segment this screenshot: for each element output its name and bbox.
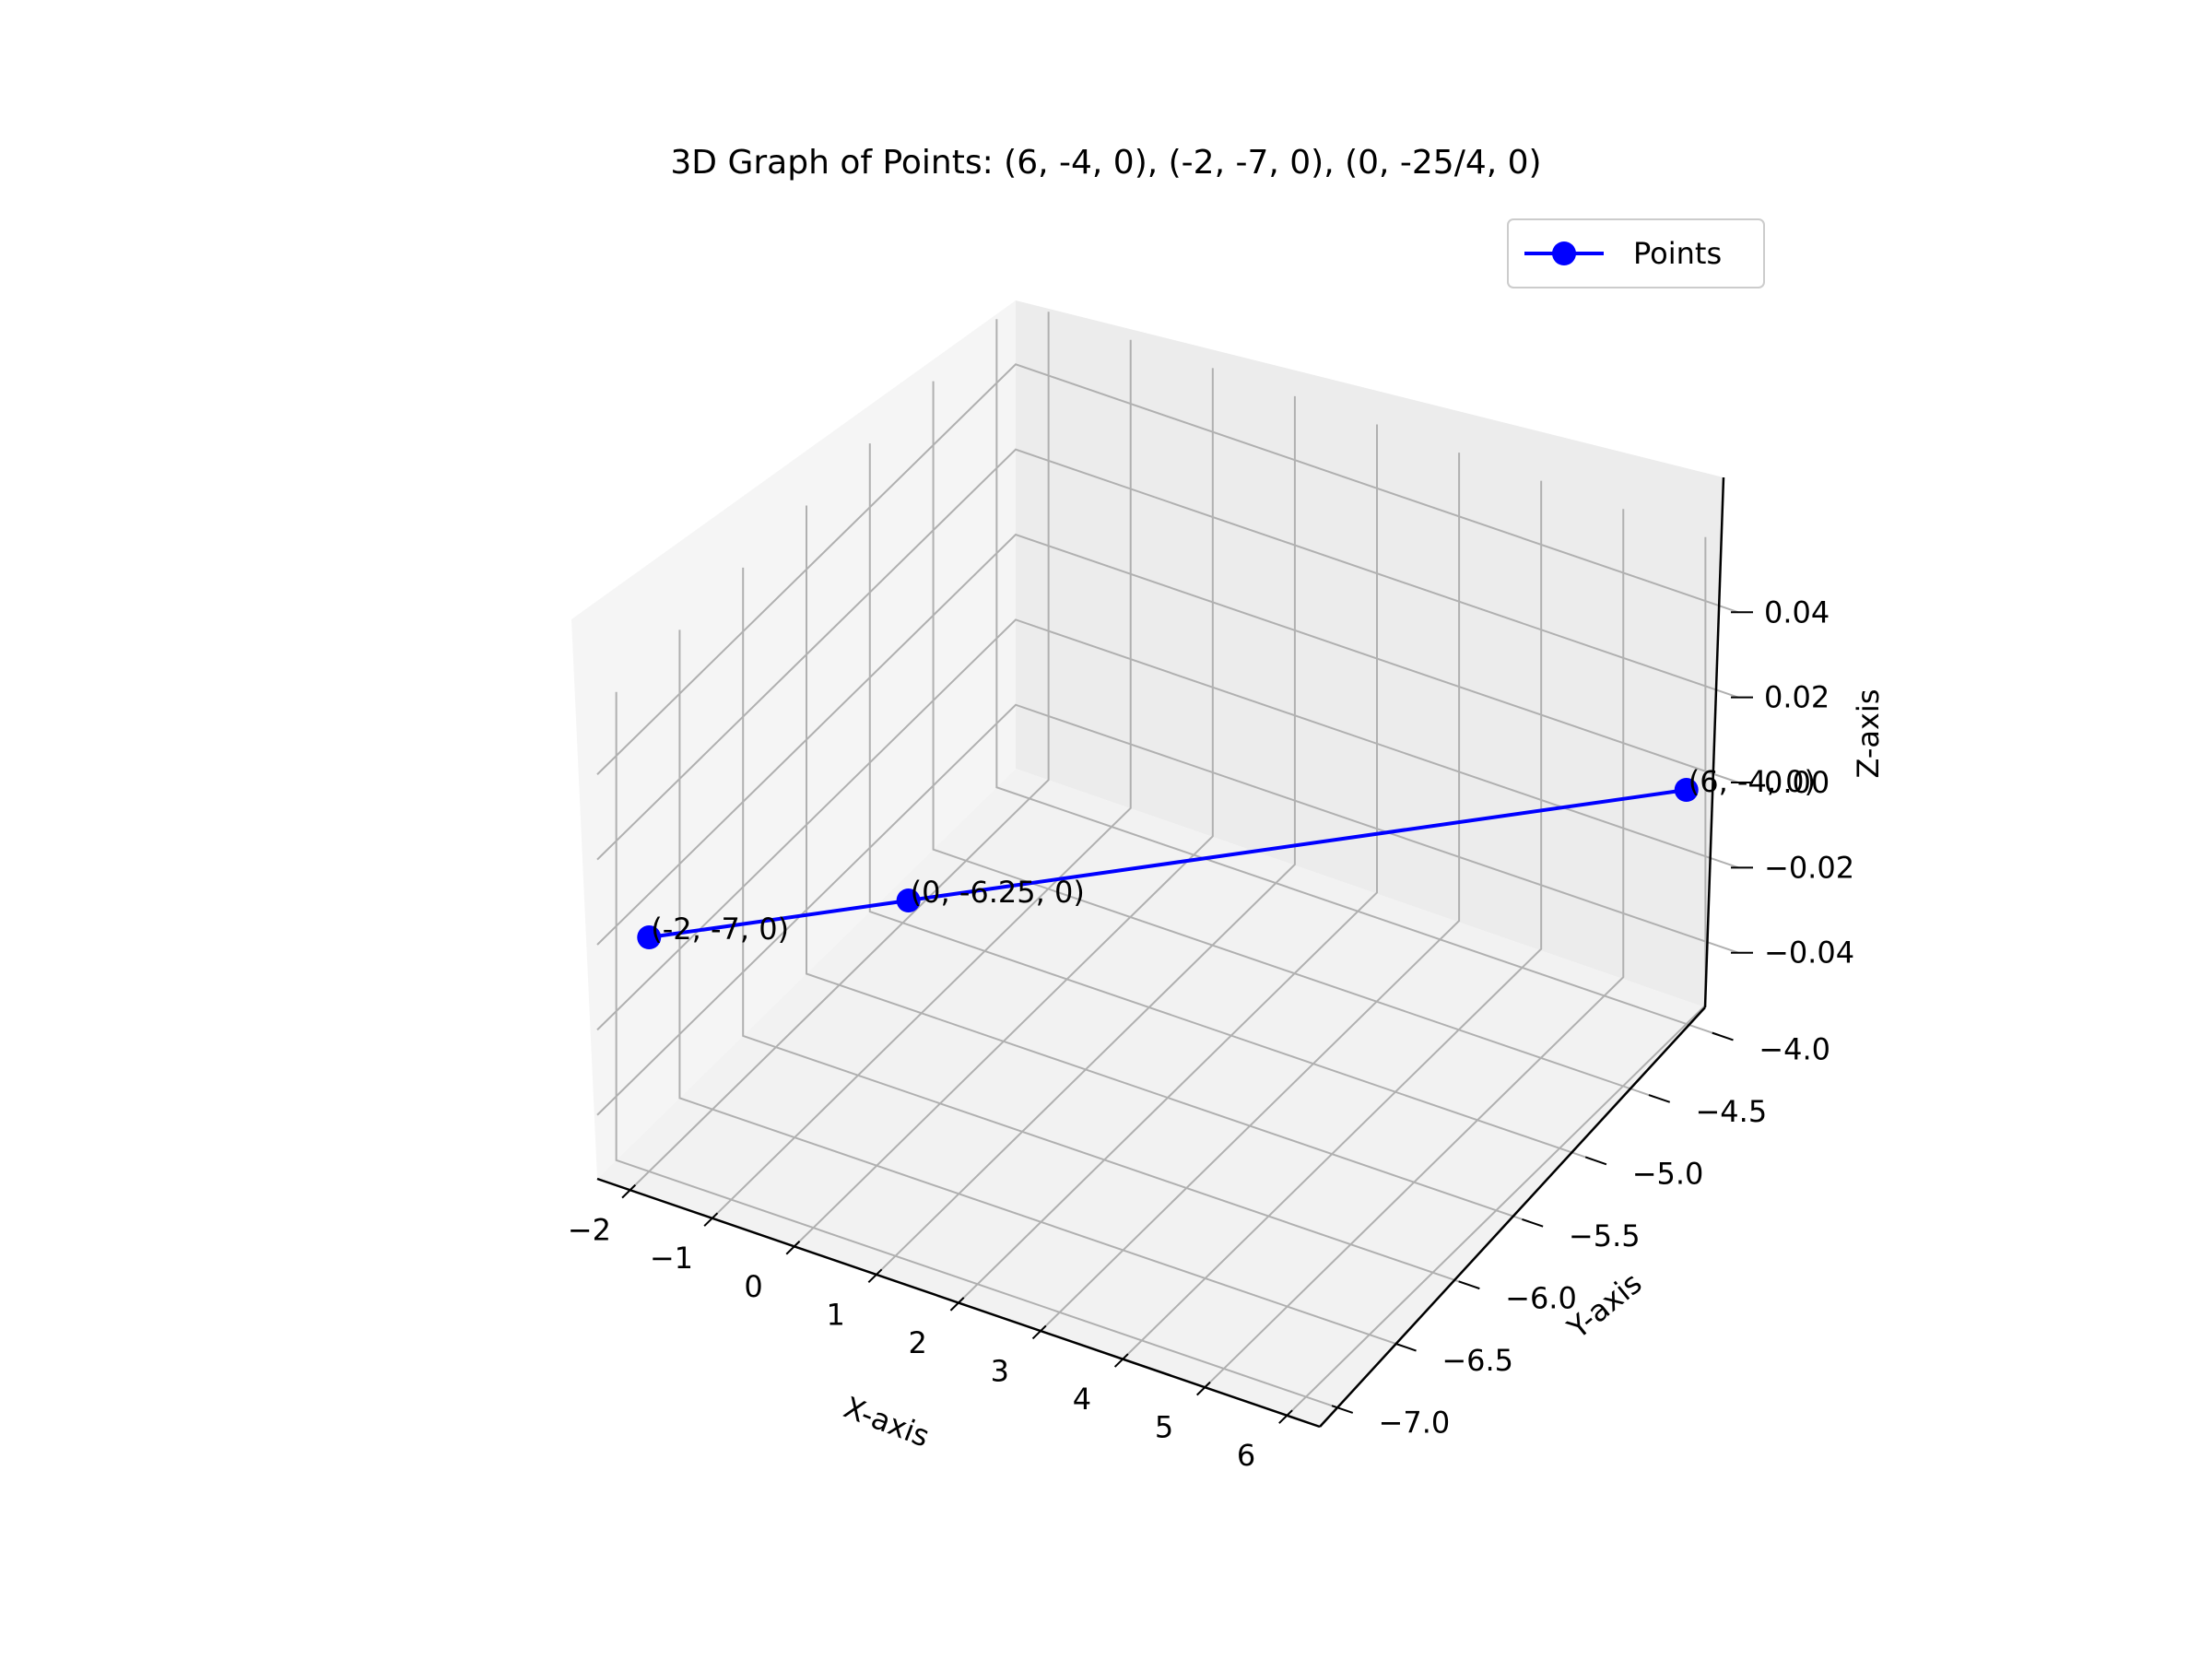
x-grid-line (794, 368, 1214, 1248)
y-tick-label: −7.0 (1379, 1405, 1451, 1440)
y-tick-label: −6.5 (1441, 1343, 1513, 1378)
x-tick (1278, 1409, 1293, 1424)
x-tick-label: −2 (568, 1213, 611, 1248)
legend: Points (1507, 218, 1765, 288)
y-tick (1331, 1405, 1354, 1414)
pane-xz (1016, 300, 1724, 1007)
data-point (637, 925, 662, 949)
x-grid-line (1040, 453, 1461, 1332)
y-tick (1522, 1218, 1544, 1228)
x-tick-label: 5 (1155, 1410, 1173, 1445)
x-tick-label: 1 (826, 1297, 844, 1332)
x-tick (867, 1268, 883, 1284)
y-grid-line (742, 567, 1466, 1285)
z-grid-line (596, 618, 1739, 1031)
legend-marker (1552, 241, 1576, 265)
y-tick (1394, 1342, 1417, 1352)
z-tick-label: 0.04 (1764, 594, 1830, 629)
x-tick (785, 1241, 801, 1255)
data-point (896, 888, 921, 912)
x-grid-line (1204, 509, 1625, 1388)
pane-yz (571, 300, 1016, 1179)
y-tick (1458, 1280, 1480, 1290)
y-grid-line (932, 381, 1656, 1099)
y-grid-line (678, 629, 1403, 1347)
pane-xy (597, 769, 1705, 1427)
y-tick-label: −4.0 (1759, 1032, 1830, 1067)
z-grid-line (596, 448, 1739, 861)
chart-title: 3D Graph of Points: (6, -4, 0), (-2, -7,… (670, 144, 1541, 182)
y-grid-line (868, 443, 1594, 1161)
legend-box (1507, 218, 1765, 288)
y-grid-line (806, 505, 1530, 1223)
z-grid-line (596, 703, 1739, 1116)
x-grid-line (1122, 480, 1543, 1360)
x-tick (1113, 1353, 1129, 1368)
x-grid-line (629, 312, 1050, 1191)
x-tick-label: 3 (991, 1353, 1009, 1388)
y-tick (1584, 1156, 1607, 1166)
x-tick-label: −1 (650, 1241, 693, 1276)
axis-panes (571, 300, 1724, 1427)
x-tick (703, 1212, 719, 1227)
z-axis-line (1703, 477, 1725, 1008)
z-tick-label: −0.02 (1764, 850, 1854, 885)
z-grid-line (596, 533, 1739, 946)
x-tick-label: 0 (744, 1269, 762, 1304)
x-tick-label: 2 (909, 1325, 927, 1360)
legend-label: Points (1633, 236, 1722, 271)
y-tick (1712, 1031, 1734, 1041)
z-grid-line (596, 363, 1739, 775)
data-label: (0, -6.25, 0) (911, 875, 1085, 910)
y-tick-label: −5.5 (1569, 1218, 1641, 1253)
x-axis-label: X-axis (839, 1390, 934, 1454)
z-tick-label: −0.04 (1764, 935, 1854, 971)
x-grid-line (958, 424, 1378, 1304)
y-tick-label: −4.5 (1695, 1094, 1767, 1129)
z-tick-label: 0.02 (1764, 680, 1830, 715)
series-layer: (6, -4, 0) (-2, -7, 0) (0, -6.25, 0) (637, 764, 1816, 949)
y-tick-label: −6.0 (1505, 1280, 1577, 1315)
y-axis-line (1319, 1006, 1706, 1428)
tick-labels: −2 −1 0 1 2 3 4 5 6 −7.0 −6.5 −6.0 −5.5 −5.0 −4.5 −4.0 −… (568, 594, 1854, 1473)
y-grid-line (995, 319, 1720, 1037)
x-grid-line (876, 395, 1296, 1276)
x-tick (1031, 1324, 1047, 1340)
y-tick-label: −5.0 (1632, 1157, 1704, 1192)
y-grid-line (615, 691, 1339, 1409)
x-tick-label: 4 (1073, 1382, 1091, 1417)
z-tick-label: 0.00 (1764, 765, 1830, 800)
y-tick (1648, 1094, 1671, 1103)
data-point (1674, 778, 1699, 802)
x-grid-line (712, 339, 1132, 1219)
x-tick (1196, 1381, 1211, 1396)
x-tick (621, 1183, 637, 1199)
x-tick (949, 1297, 965, 1312)
z-axis-label: Z-axis (1851, 688, 1886, 778)
data-label: (-2, -7, 0) (651, 912, 789, 947)
data-label: (6, -4, 0) (1688, 764, 1816, 799)
x-tick-label: 6 (1237, 1438, 1255, 1473)
